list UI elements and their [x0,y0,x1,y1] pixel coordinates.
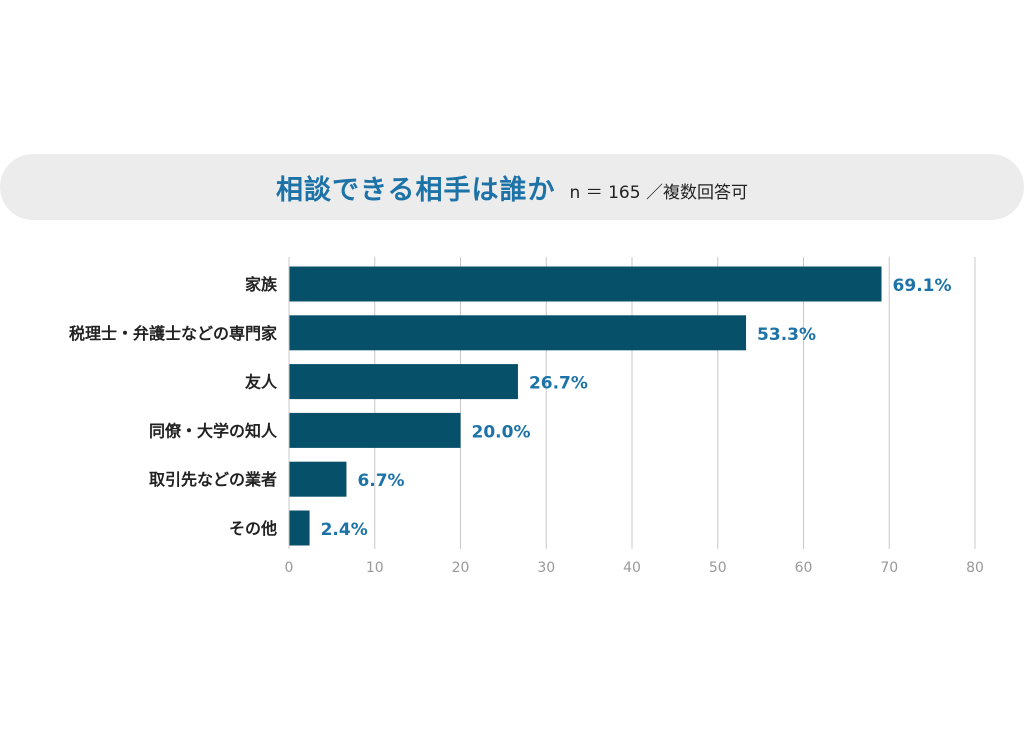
bar [289,412,461,448]
x-tick-label: 50 [709,560,727,576]
category-label: 家族 [245,275,278,294]
category-label: 同僚・大学の知人 [149,421,278,440]
value-label: 69.1% [893,276,952,296]
x-tick-label: 70 [880,560,898,576]
bar [289,510,310,546]
value-label: 26.7% [529,374,588,394]
x-tick-label: 80 [966,560,984,576]
x-tick-label: 10 [366,560,384,576]
value-label: 53.3% [757,325,816,345]
value-label: 20.0% [472,422,531,442]
x-tick-label: 60 [795,560,813,576]
bar [289,266,882,302]
category-label: 取引先などの業者 [149,470,277,489]
chart-title: 相談できる相手は誰か [276,174,556,206]
category-label: その他 [229,519,277,538]
bar [289,315,747,351]
x-tick-label: 30 [537,560,555,576]
category-label: 税理士・弁護士などの専門家 [69,324,278,343]
x-tick-label: 0 [285,560,294,576]
bar [289,364,518,400]
bar [289,461,347,497]
value-label: 2.4% [321,520,368,540]
chart-subtitle: n ＝ 165 ／複数回答可 [569,182,748,203]
value-label: 6.7% [357,471,404,491]
x-tick-label: 40 [623,560,641,576]
category-label: 友人 [245,373,278,392]
x-tick-label: 20 [452,560,470,576]
title-band: 相談できる相手は誰か n ＝ 165 ／複数回答可 [0,154,1024,220]
